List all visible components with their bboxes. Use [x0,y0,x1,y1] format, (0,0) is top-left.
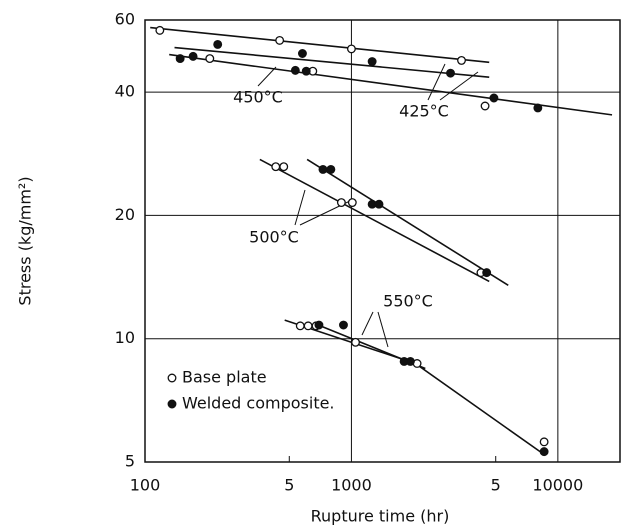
data-point [489,93,499,103]
annotation: 500°C [249,228,299,247]
data-point [290,65,300,75]
data-point [155,25,165,35]
legend-marker [167,373,177,383]
legend-marker [167,399,177,409]
data-point [188,51,198,61]
data-point [271,162,281,172]
data-point [374,199,384,209]
data-point [347,198,357,208]
data-point [457,55,466,65]
data-point [351,337,360,347]
data-point [539,447,549,457]
data-point [297,49,307,58]
y-tick-label: 5 [125,452,135,471]
data-point [446,68,455,78]
data-point [482,268,492,278]
data-point [275,35,285,45]
legend-label: Welded composite. [182,394,335,413]
fit-line [150,26,490,64]
y-tick-label: 10 [115,328,135,347]
fit-line [174,46,490,78]
data-point [213,39,223,49]
data-point [339,320,348,330]
y-axis-label: Stress (kg/mm²) [16,176,35,305]
fit-line [259,158,490,283]
annotation: 450°C [233,88,283,107]
fit-line [306,158,509,287]
data-point [205,54,215,64]
data-point [533,103,543,113]
data-point [175,54,185,64]
x-tick-label: 10000 [532,476,583,495]
y-tick-label: 40 [115,82,135,101]
data-point [318,164,328,174]
data-point [326,164,336,174]
data-point [314,320,324,330]
data-point [405,356,415,366]
x-axis-label: Rupture time (hr) [311,507,450,526]
x-tick-label: 1000 [331,476,372,495]
annotation: 425°C [399,102,449,121]
y-tick-label: 20 [115,205,135,224]
data-point [301,66,311,76]
data-point [303,321,313,331]
data-point [367,57,377,67]
fit-line [284,319,546,456]
data-point [539,437,549,447]
data-point [279,162,289,172]
data-point [295,321,305,331]
x-tick-label: 5 [491,476,501,495]
data-point [336,198,346,208]
x-tick-label: 100 [130,476,161,495]
annotation: 550°C [383,292,433,311]
legend-label: Base plate [182,368,267,387]
x-tick-label: 5 [284,476,294,495]
y-tick-label: 60 [115,10,135,29]
data-point [346,44,356,54]
data-point [480,101,490,111]
